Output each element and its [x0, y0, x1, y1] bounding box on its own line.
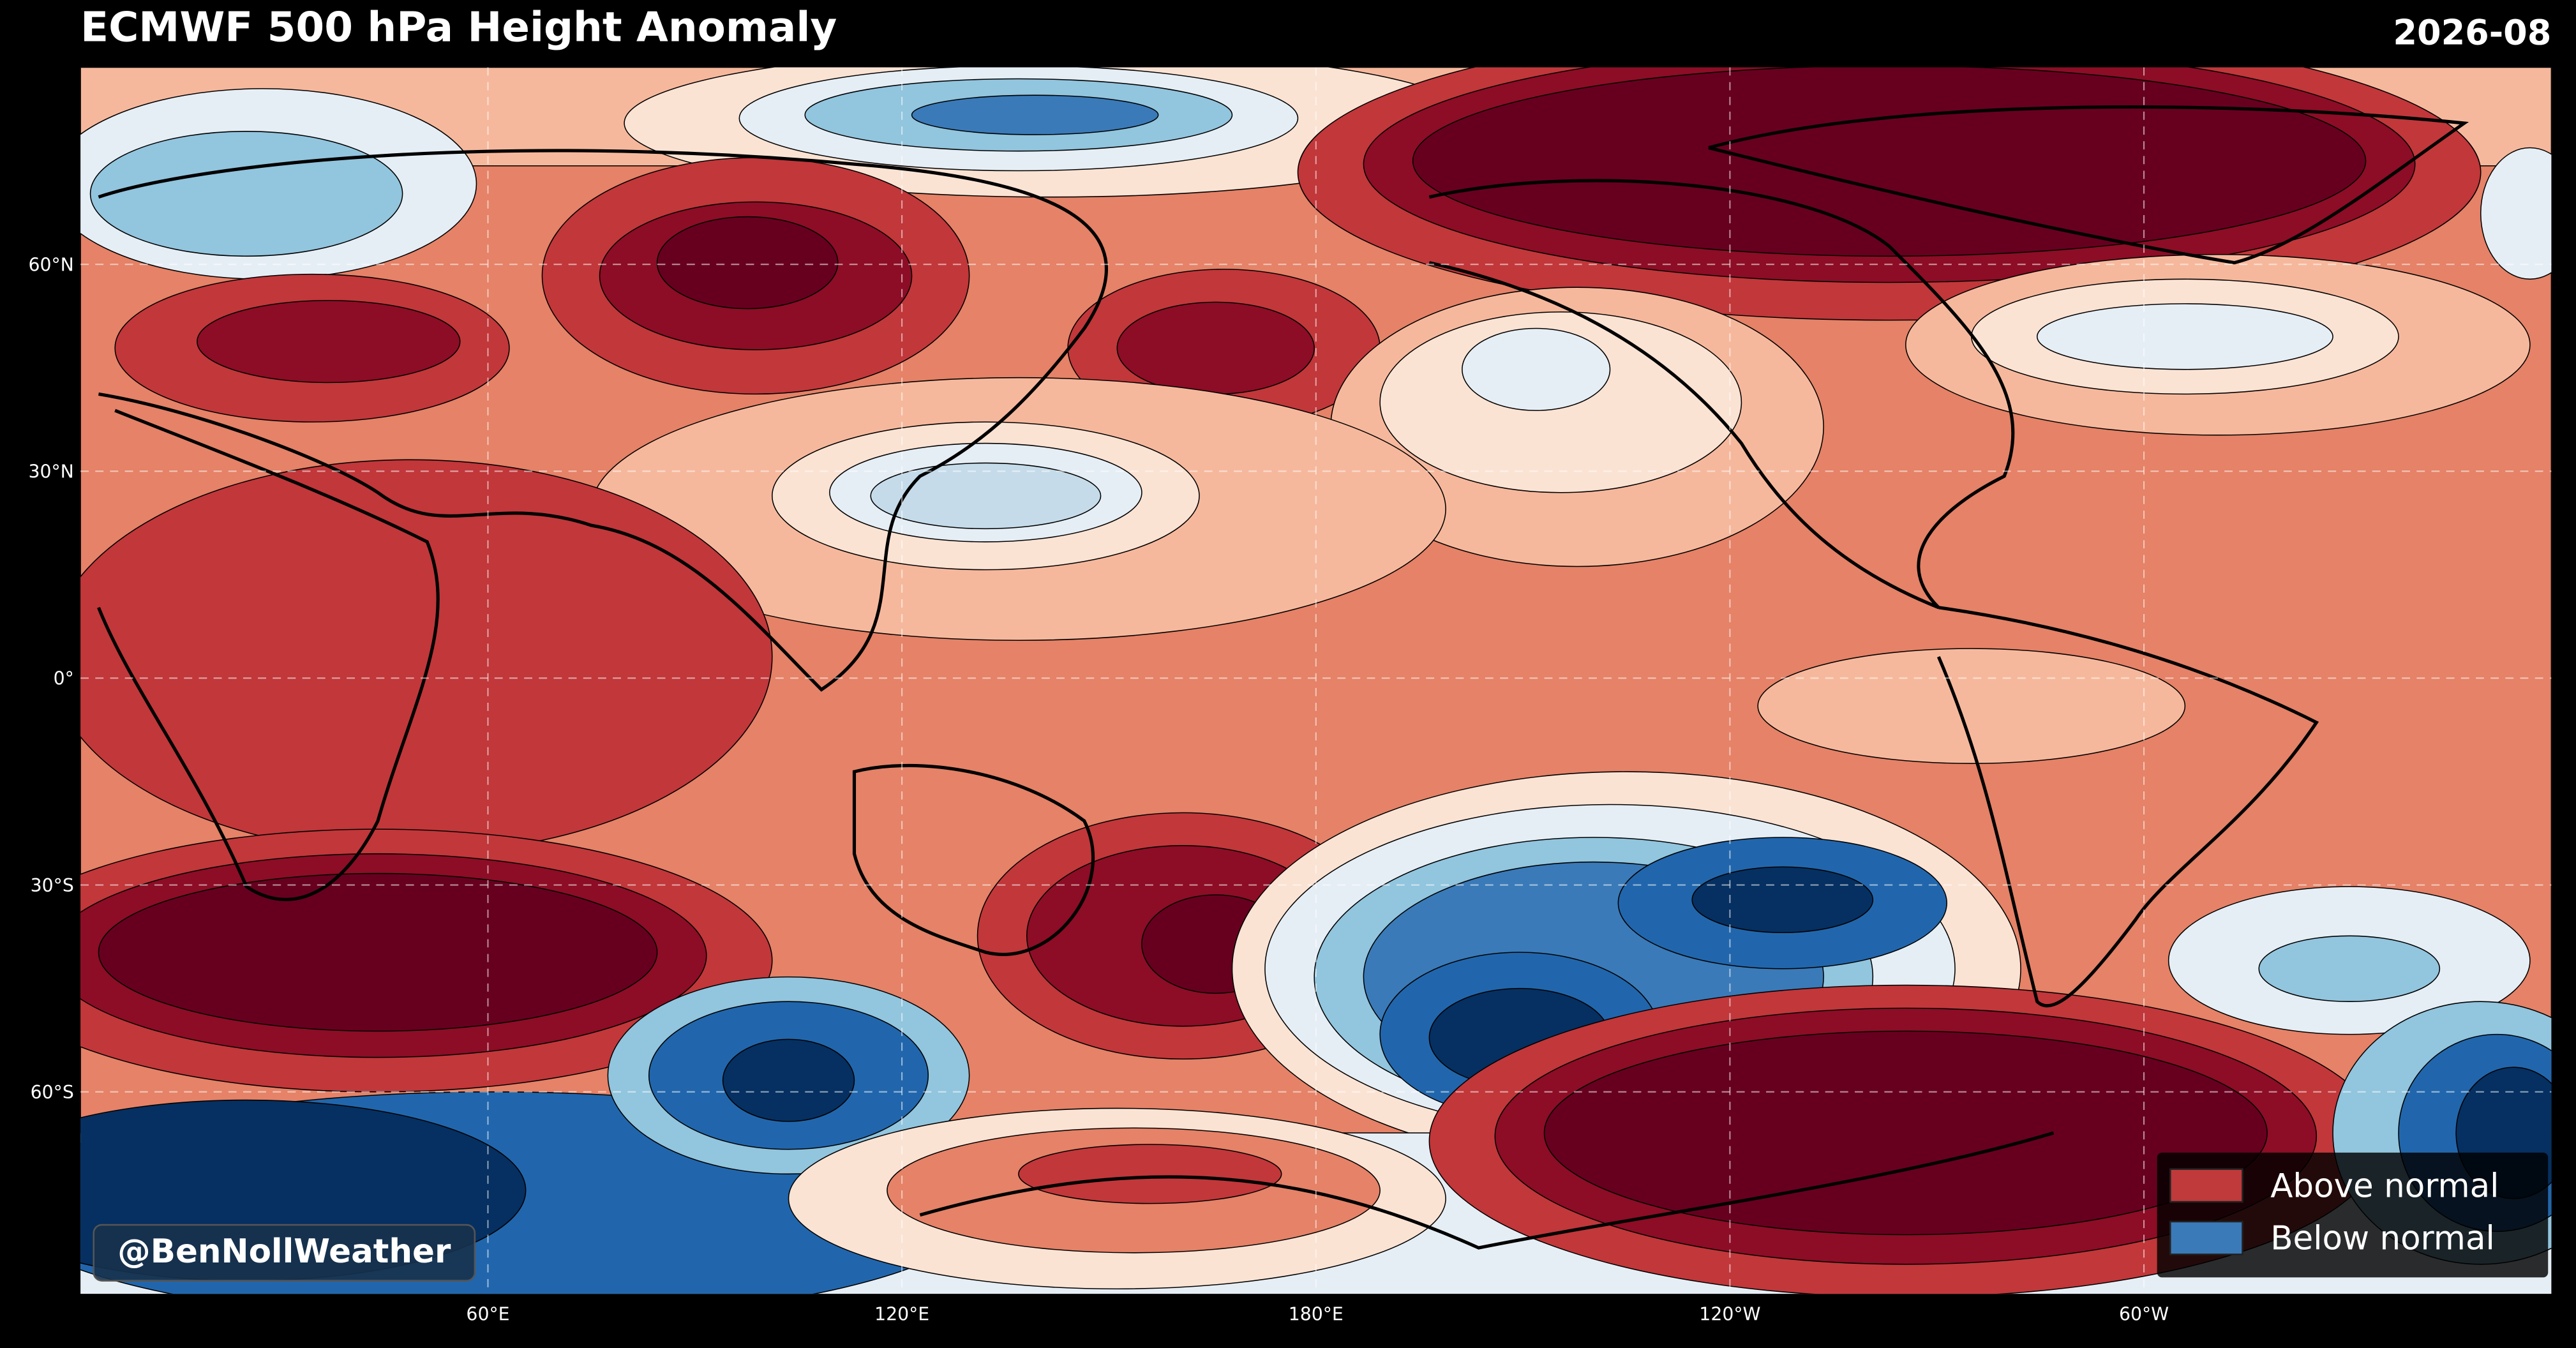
legend-swatch: [2169, 1168, 2243, 1203]
lon-tick-label: 60°E: [466, 1303, 509, 1324]
lat-tick-label: 60°S: [31, 1082, 74, 1103]
title: ECMWF 500 hPa Height Anomaly: [80, 3, 837, 51]
lon-tick-label: 60°W: [2119, 1303, 2169, 1324]
lon-tick-label: 120°W: [1699, 1303, 1760, 1324]
lon-tick-label: 120°E: [874, 1303, 929, 1324]
legend-label: Above normal: [2270, 1167, 2499, 1205]
legend-label: Below normal: [2270, 1220, 2495, 1258]
graticule: [80, 67, 2552, 1294]
lat-tick-label: 30°S: [31, 875, 74, 896]
lat-tick-label: 0°: [54, 668, 74, 689]
lon-tick-label: 180°E: [1289, 1303, 1344, 1324]
legend: Above normal Below normal: [2157, 1152, 2549, 1278]
date: 2026-08: [2393, 12, 2551, 52]
watermark: @BenNollWeather: [117, 1232, 451, 1271]
legend-box: [2157, 1152, 2549, 1278]
anomaly-field: [80, 67, 2552, 1294]
lat-tick-label: 60°N: [28, 254, 73, 275]
lat-tick-label: 30°N: [28, 461, 73, 483]
watermark-box: [93, 1224, 476, 1282]
coastlines: [97, 105, 2469, 1250]
legend-swatch: [2169, 1220, 2243, 1255]
